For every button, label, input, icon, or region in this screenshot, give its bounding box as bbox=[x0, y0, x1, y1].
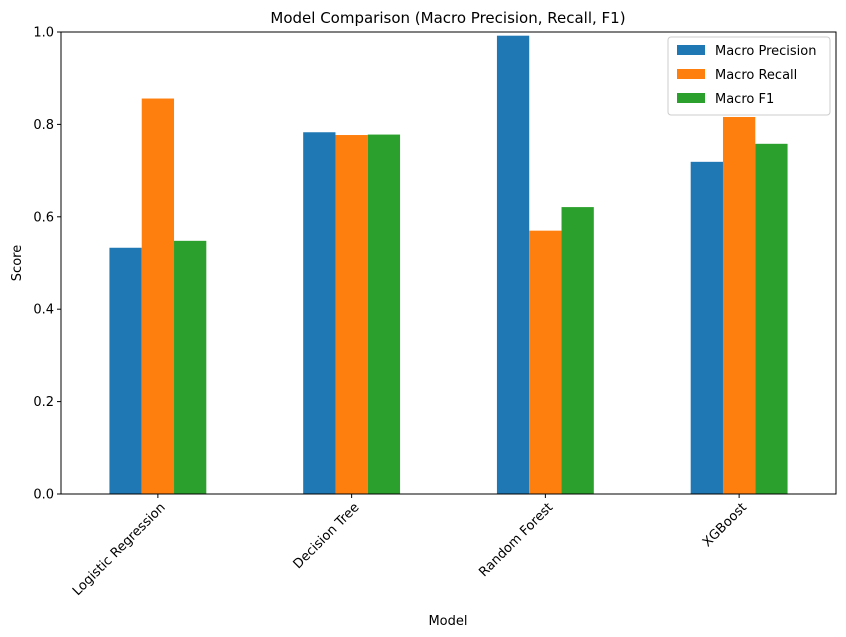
y-tick-label: 0.6 bbox=[33, 210, 54, 225]
bar-2-2 bbox=[335, 135, 368, 494]
bar-2-1 bbox=[141, 98, 175, 494]
bar-3-4 bbox=[755, 143, 788, 494]
x-tick-label: Logistic Regression bbox=[70, 500, 169, 599]
bar-2-4 bbox=[722, 117, 756, 495]
chart-title: Model Comparison (Macro Precision, Recal… bbox=[270, 9, 625, 27]
x-tick-label: Decision Tree bbox=[291, 500, 363, 572]
legend-label: Macro Precision bbox=[715, 44, 816, 59]
bar-3-3 bbox=[561, 207, 594, 494]
legend-label: Macro Recall bbox=[715, 68, 797, 83]
bar-3-1 bbox=[174, 240, 207, 494]
y-axis-label: Score bbox=[10, 245, 25, 281]
y-tick-label: 0.2 bbox=[33, 395, 54, 410]
y-tick-label: 0.0 bbox=[33, 488, 54, 503]
y-tick-label: 0.4 bbox=[33, 303, 54, 318]
y-tick-label: 1.0 bbox=[33, 26, 54, 41]
x-tick-label: Random Forest bbox=[476, 500, 556, 580]
x-axis-label: Model bbox=[428, 614, 467, 629]
legend-swatch bbox=[677, 93, 705, 103]
legend-swatch bbox=[677, 45, 705, 55]
bar-1-1 bbox=[109, 247, 142, 494]
legend-box bbox=[667, 36, 831, 116]
legend-label: Macro F1 bbox=[715, 92, 774, 107]
bar-1-4 bbox=[690, 161, 723, 494]
x-tick-label: XGBoost bbox=[700, 500, 750, 550]
plot-frame bbox=[60, 31, 837, 495]
bar-2-3 bbox=[529, 230, 562, 494]
y-tick-label: 0.8 bbox=[33, 118, 54, 133]
legend-swatch bbox=[677, 69, 705, 79]
y-axis: 0.0 0.2 0.4 0.6 0.8 1.0 bbox=[33, 26, 61, 503]
bar-1-3 bbox=[496, 35, 530, 495]
bar-3-2 bbox=[367, 134, 401, 494]
x-axis: Logistic Regression Decision Tree Random F… bbox=[70, 494, 750, 599]
bar-1-2 bbox=[303, 132, 336, 494]
legend: Macro Precision Macro Recall Macro F1 bbox=[667, 36, 831, 116]
bars-group bbox=[109, 35, 788, 495]
